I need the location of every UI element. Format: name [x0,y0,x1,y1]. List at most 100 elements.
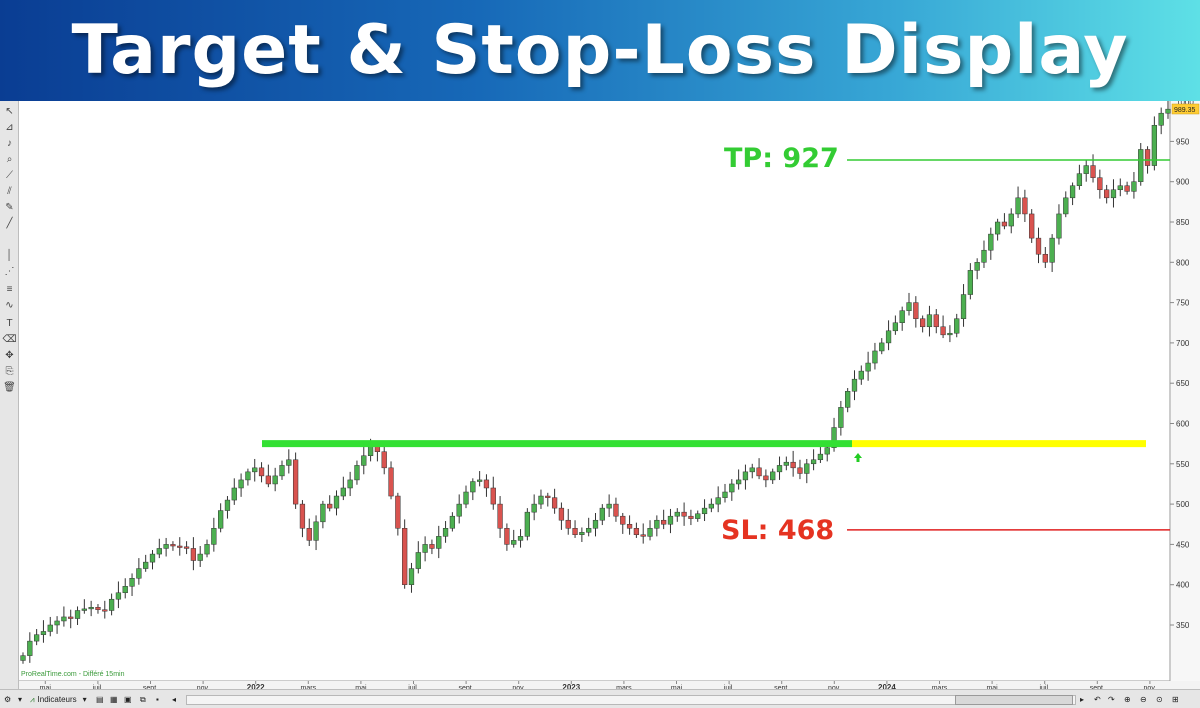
candle-up [286,459,292,466]
candle-up [872,350,878,364]
candle-up [749,467,755,473]
candle-up [654,519,660,529]
candle-up [783,461,789,466]
sl-label: SL: 468 [721,515,835,546]
wave-icon[interactable]: ∿ [5,299,14,311]
x-tick-label: sept. [774,685,789,692]
vertical-line-icon[interactable]: │ [6,249,13,261]
indicators-button[interactable]: ⩘ Indicateurs ▾ [30,693,87,706]
x-tick-label: mai [986,685,998,692]
candle-up [1056,213,1062,239]
candle-down [170,544,176,547]
bottom-toolbar: ⚙ ▾ ⩘ Indicateurs ▾ ▤ ▦ ▣ ⧉ ▪ ◂ ▸ ↶ ↷ ⊕ … [0,689,1200,708]
y-tick-label: 500 [1176,500,1190,509]
save-icon[interactable]: ▪ [156,695,159,704]
candle-up [470,481,476,493]
candle-down [1035,237,1042,255]
trash-icon[interactable]: 🗑 [3,381,16,393]
candle-down [395,495,401,529]
y-tick-label: 700 [1176,339,1190,348]
candle-down [1144,149,1151,166]
candle-down [299,503,306,529]
candle-up [810,459,817,465]
candle-up [824,447,830,455]
candle-up [994,221,1001,235]
candle-up [27,640,33,656]
candle-down [797,467,803,474]
candle-up [361,455,367,466]
grid-icon[interactable]: ⊞ [1172,695,1179,704]
move-icon[interactable]: ✥ [5,349,14,361]
candle-up [456,503,462,517]
candle-down [1001,221,1008,227]
candle-up [463,491,469,505]
zoom-reset-icon[interactable]: ⊙ [1156,695,1163,704]
candle-down [183,546,190,549]
candle-up [1131,181,1137,192]
y-tick-label: 800 [1176,258,1190,267]
candle-down [306,528,312,541]
candle-down [177,545,183,548]
x-tick-label: mai [355,685,367,692]
candle-up [892,322,899,332]
horizontal-scrollbar[interactable] [186,695,1076,705]
properties-icon[interactable]: ▤ [96,695,104,704]
cursor-icon[interactable]: ↖ [5,105,14,117]
pencil-icon[interactable]: ✎ [5,201,14,213]
candle-up [197,553,203,561]
scroll-right-icon[interactable]: ▸ [1080,695,1085,704]
candle-up [347,479,353,489]
candle-up [858,370,864,380]
candle-up [667,515,674,525]
x-tick-label: sept. [1090,685,1105,692]
template-icon[interactable]: ▦ [110,695,118,704]
eraser-icon[interactable]: ⌫ [2,333,17,345]
zoom-in-icon[interactable]: ⊕ [1124,695,1131,704]
zoom-out-icon[interactable]: ⊖ [1140,695,1147,704]
zoom-icon[interactable]: ⌕ [6,153,13,165]
candle-down [402,528,408,585]
candle-up [1158,112,1164,126]
candle-up [367,445,374,456]
candle-up [579,532,585,535]
candle-down [620,515,626,525]
trendline-icon[interactable]: ⟋ [6,169,13,181]
bell-icon[interactable]: ♪ [7,137,12,149]
windows-icon[interactable]: ⧉ [140,694,146,704]
ruler-icon[interactable]: ⊿ [5,121,14,133]
fibonacci-icon[interactable]: ⋰ [4,265,15,277]
scroll-left-icon[interactable]: ◂ [172,695,177,704]
chevron-down-icon: ▾ [82,695,87,704]
redo-icon[interactable]: ↷ [1108,695,1115,704]
candle-up [115,592,122,600]
x-tick-label: 2022 [247,683,265,692]
layout-icon[interactable]: ▣ [124,695,132,704]
candle-up [838,407,844,428]
candle-up [272,475,278,485]
candle-up [851,378,858,392]
x-tick-label: juil. [1038,685,1050,692]
x-tick-label: mars [616,685,632,692]
y-tick-label: 950 [1176,137,1190,146]
candle-up [47,624,53,632]
candlestick-chart[interactable]: 3504004505005506006507007508008509009501… [19,101,1200,708]
scrollbar-thumb[interactable] [955,695,1073,705]
candle-down [551,497,558,509]
candle-up [1138,149,1144,182]
dropdown-arrow-icon[interactable]: ▾ [18,695,23,704]
line-icon[interactable]: ╱ [6,217,13,229]
candle-up [33,634,40,642]
candle-up [1110,189,1117,199]
channel-icon[interactable]: ⫽ [7,185,12,197]
copy-icon[interactable]: ⎘ [5,365,14,377]
horizontal-lines-icon[interactable]: ≡ [6,283,13,295]
gear-icon[interactable]: ⚙ [4,695,12,704]
candle-up [586,528,592,533]
candle-up [831,427,837,448]
candle-up [54,620,60,626]
candle-up [899,310,905,324]
text-icon[interactable]: T [6,317,13,329]
candle-down [429,544,435,549]
undo-icon[interactable]: ↶ [1094,695,1101,704]
candle-up [974,262,980,271]
